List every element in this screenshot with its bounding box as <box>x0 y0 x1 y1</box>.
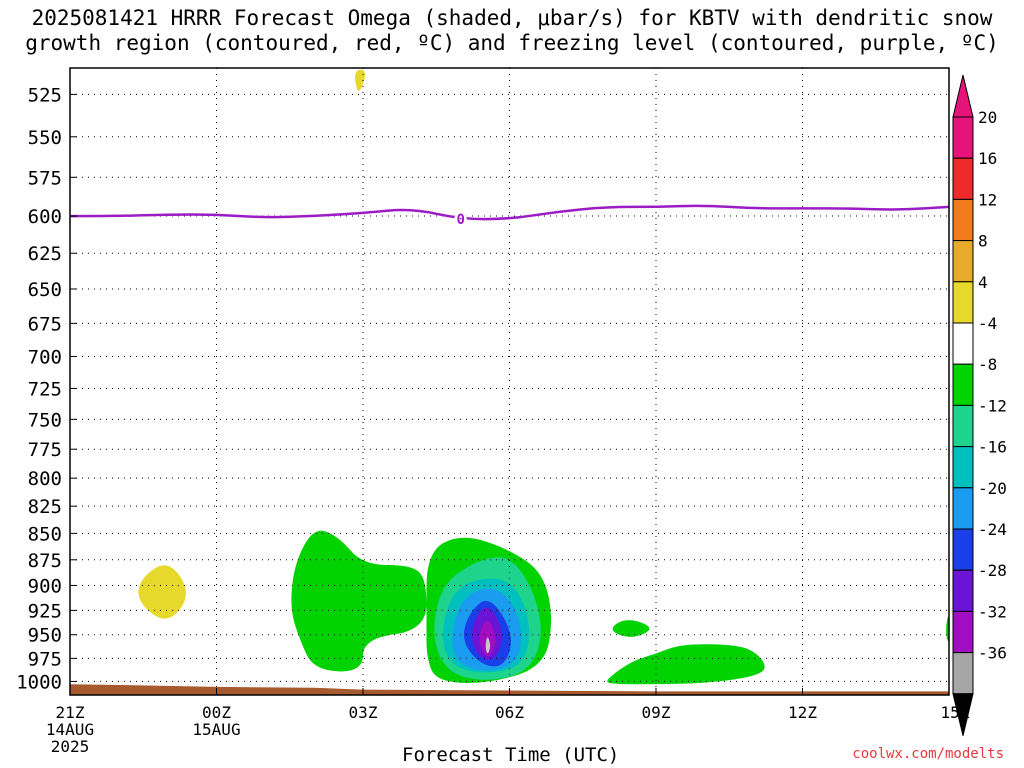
colorbar-top-arrow <box>952 74 974 118</box>
y-tick-label: 725 <box>28 378 62 400</box>
y-tick-label: 800 <box>28 468 62 490</box>
omega-region <box>138 565 186 619</box>
freezing-level-contour <box>70 204 949 221</box>
colorbar-swatch <box>952 116 974 159</box>
omega-shading <box>70 69 949 695</box>
title-line-2: growth region (contoured, red, ºC) and f… <box>25 31 999 55</box>
x-axis-label: Forecast Time (UTC) <box>402 744 620 766</box>
y-tick-label: 900 <box>28 575 62 597</box>
colorbar-label: -36 <box>978 644 1007 663</box>
colorbar-swatch <box>952 322 974 365</box>
grid <box>70 68 949 695</box>
y-tick-label: 1000 <box>16 671 62 693</box>
omega-region <box>607 644 765 685</box>
colorbar-label: 20 <box>978 108 997 127</box>
colorbar-swatch <box>952 157 974 200</box>
terrain-band <box>70 684 949 695</box>
colorbar-label: -16 <box>978 438 1007 457</box>
colorbar-label: 8 <box>978 232 988 251</box>
colorbar-bottom-arrow <box>952 693 974 736</box>
y-tick-label: 550 <box>28 127 62 149</box>
colorbar: 20 16 12 8 4 -4 -8 -12 -16 -20 -24 -28 -32 -36 <box>952 74 1007 736</box>
freezing-level-label-bg <box>454 211 467 228</box>
colorbar-label: -4 <box>978 314 997 333</box>
x-tick-label: 00Z <box>202 703 231 722</box>
omega-region <box>485 637 491 654</box>
colorbar-label: 12 <box>978 190 997 209</box>
y-tick-label: 575 <box>28 167 62 189</box>
y-tick-label: 950 <box>28 625 62 647</box>
colorbar-label: 16 <box>978 149 997 168</box>
colorbar-label: -8 <box>978 355 997 374</box>
y-tick-label: 925 <box>28 600 62 622</box>
x-tick-label: 09Z <box>642 703 671 722</box>
x-tick-label: 03Z <box>349 703 378 722</box>
colorbar-swatch <box>952 446 974 489</box>
x-tick-label: 12Z <box>788 703 817 722</box>
y-tick-label: 525 <box>28 84 62 106</box>
source-credit: coolwx.com/modelts <box>852 746 1004 762</box>
colorbar-swatch <box>952 610 974 654</box>
omega-region <box>355 69 365 91</box>
colorbar-label: -24 <box>978 520 1007 539</box>
chart-title: 2025081421 HRRR Forecast Omega (shaded, … <box>0 6 1024 56</box>
colorbar-swatch <box>952 487 974 530</box>
colorbar-swatch <box>952 404 974 448</box>
y-tick-label: 875 <box>28 550 62 572</box>
omega-region <box>291 530 427 672</box>
y-tick-label: 625 <box>28 243 62 265</box>
y-tick-label: 825 <box>28 496 62 518</box>
x-tick-label: 06Z <box>495 703 524 722</box>
y-tick-label: 650 <box>28 279 62 301</box>
y-tick-label: 850 <box>28 523 62 545</box>
freezing-level-layer: 0 <box>70 204 949 228</box>
y-tick-label: 700 <box>28 346 62 368</box>
colorbar-label: -20 <box>978 479 1007 498</box>
y-tick-label: 975 <box>28 648 62 670</box>
colorbar-swatch <box>952 198 974 242</box>
colorbar-swatch <box>952 652 974 695</box>
y-tick-label: 750 <box>28 409 62 431</box>
x-tick-label: 21Z <box>56 703 85 722</box>
x-tick-label: 15AUG <box>192 720 240 739</box>
y-tick-label: 675 <box>28 313 62 335</box>
colorbar-swatch <box>952 528 974 571</box>
x-tick-label: 14AUG <box>46 720 94 739</box>
colorbar-swatch <box>952 281 974 324</box>
colorbar-label: -28 <box>978 561 1007 580</box>
colorbar-swatch <box>952 240 974 283</box>
colorbar-swatch <box>952 363 974 406</box>
x-tick-label: 2025 <box>51 737 90 756</box>
colorbar-label: -12 <box>978 396 1007 415</box>
y-tick-label: 775 <box>28 439 62 461</box>
colorbar-label: -32 <box>978 602 1007 621</box>
y-tick-label: 600 <box>28 206 62 228</box>
title-line-1: 2025081421 HRRR Forecast Omega (shaded, … <box>31 6 993 30</box>
colorbar-label: 4 <box>978 273 988 292</box>
colorbar-swatch <box>952 569 974 612</box>
omega-region <box>612 620 650 637</box>
freezing-level-label: 0 <box>456 212 464 228</box>
